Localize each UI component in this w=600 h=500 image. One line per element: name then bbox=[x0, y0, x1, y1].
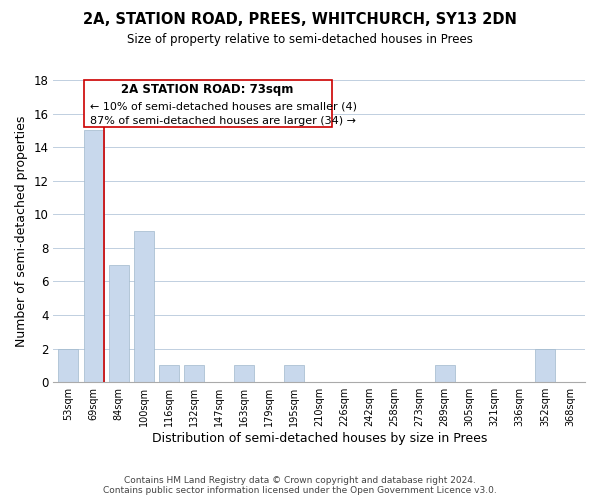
Bar bbox=[184, 366, 204, 382]
Bar bbox=[83, 130, 104, 382]
X-axis label: Distribution of semi-detached houses by size in Prees: Distribution of semi-detached houses by … bbox=[152, 432, 487, 445]
Bar bbox=[434, 366, 455, 382]
Text: 2A, STATION ROAD, PREES, WHITCHURCH, SY13 2DN: 2A, STATION ROAD, PREES, WHITCHURCH, SY1… bbox=[83, 12, 517, 28]
Bar bbox=[234, 366, 254, 382]
Bar bbox=[58, 348, 79, 382]
Bar bbox=[284, 366, 304, 382]
Bar bbox=[159, 366, 179, 382]
Text: 2A STATION ROAD: 73sqm: 2A STATION ROAD: 73sqm bbox=[121, 82, 294, 96]
Y-axis label: Number of semi-detached properties: Number of semi-detached properties bbox=[15, 116, 28, 347]
Text: 87% of semi-detached houses are larger (34) →: 87% of semi-detached houses are larger (… bbox=[89, 116, 356, 126]
Bar bbox=[134, 231, 154, 382]
Bar bbox=[109, 264, 128, 382]
Text: Size of property relative to semi-detached houses in Prees: Size of property relative to semi-detach… bbox=[127, 32, 473, 46]
Text: Contains HM Land Registry data © Crown copyright and database right 2024.
Contai: Contains HM Land Registry data © Crown c… bbox=[103, 476, 497, 495]
Bar bbox=[535, 348, 555, 382]
Text: ← 10% of semi-detached houses are smaller (4): ← 10% of semi-detached houses are smalle… bbox=[89, 101, 356, 111]
